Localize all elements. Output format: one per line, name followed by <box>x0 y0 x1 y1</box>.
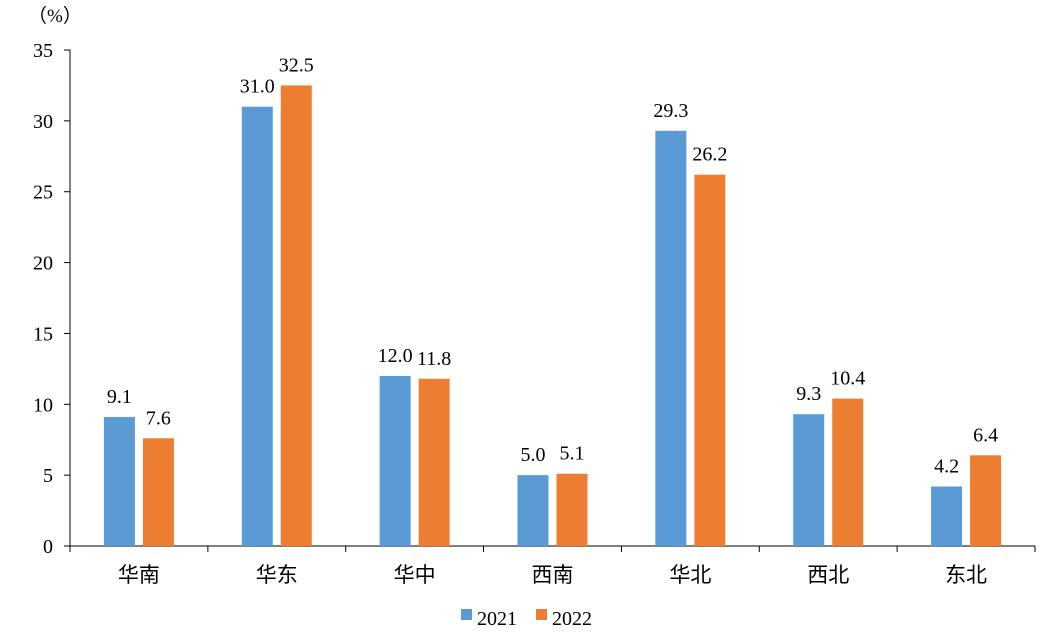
data-label: 10.4 <box>830 368 865 390</box>
y-axis-unit-label: （%） <box>28 5 82 27</box>
data-label: 4.2 <box>934 455 959 477</box>
bar-2022-华中 <box>418 378 450 546</box>
data-label: 31.0 <box>240 76 275 98</box>
data-label: 5.1 <box>560 443 585 465</box>
bar-2022-西北 <box>832 398 864 546</box>
x-tick-label: 华南 <box>118 563 160 587</box>
y-tick-label: 20 <box>33 253 53 275</box>
data-label: 5.0 <box>521 444 546 466</box>
bar-2021-华南 <box>103 417 135 546</box>
y-tick-label: 15 <box>33 323 53 345</box>
legend: 2021 2022 <box>461 608 592 630</box>
y-tick-label: 10 <box>33 394 53 416</box>
bar-2022-西南 <box>556 473 588 546</box>
legend-label: 2021 <box>477 608 517 630</box>
y-tick-label: 30 <box>33 111 53 133</box>
bar-2022-华东 <box>280 85 312 546</box>
data-label: 6.4 <box>973 424 998 446</box>
legend-label: 2022 <box>552 608 592 630</box>
data-label: 12.0 <box>378 345 413 367</box>
x-tick-label: 西北 <box>807 563 849 587</box>
bar-2022-华南 <box>142 438 174 546</box>
data-label: 32.5 <box>279 54 314 76</box>
data-label: 7.6 <box>146 407 171 429</box>
bar-2021-东北 <box>931 486 963 546</box>
axes: 0 5 10 15 20 25 30 35 华南 华东 华中 西南 华北 西北 东北 <box>33 40 1036 587</box>
legend-swatch-2022 <box>536 609 547 620</box>
y-tick-label: 0 <box>43 536 53 558</box>
y-tick-label: 5 <box>43 465 53 487</box>
bars <box>103 85 1002 547</box>
data-labels: 9.1 7.6 31.032.5 12.0 11.8 5.0 5.1 29.326.2 9.3 1… <box>107 54 998 477</box>
x-tick-label: 东北 <box>945 563 987 587</box>
bar-2021-西南 <box>517 475 549 546</box>
x-tick-label: 华中 <box>394 563 436 587</box>
bar-2021-华东 <box>241 106 273 546</box>
x-tick-label: 西南 <box>532 563 574 587</box>
data-label: 29.3 <box>653 100 688 122</box>
bar-2021-华中 <box>379 375 411 546</box>
legend-swatch-2021 <box>461 609 472 620</box>
data-label: 9.3 <box>796 383 821 405</box>
x-tick-label: 华北 <box>669 563 711 587</box>
bar-2022-华北 <box>694 174 726 547</box>
data-label: 26.2 <box>692 144 727 166</box>
bar-2021-华北 <box>655 130 687 546</box>
y-tick-label: 35 <box>33 40 53 62</box>
y-tick-label: 25 <box>33 182 53 204</box>
data-label: 9.1 <box>107 386 132 408</box>
bar-2022-东北 <box>970 455 1002 546</box>
data-label: 11.8 <box>417 348 451 370</box>
bar-2021-西北 <box>793 414 825 546</box>
x-tick-label: 华东 <box>256 563 298 587</box>
